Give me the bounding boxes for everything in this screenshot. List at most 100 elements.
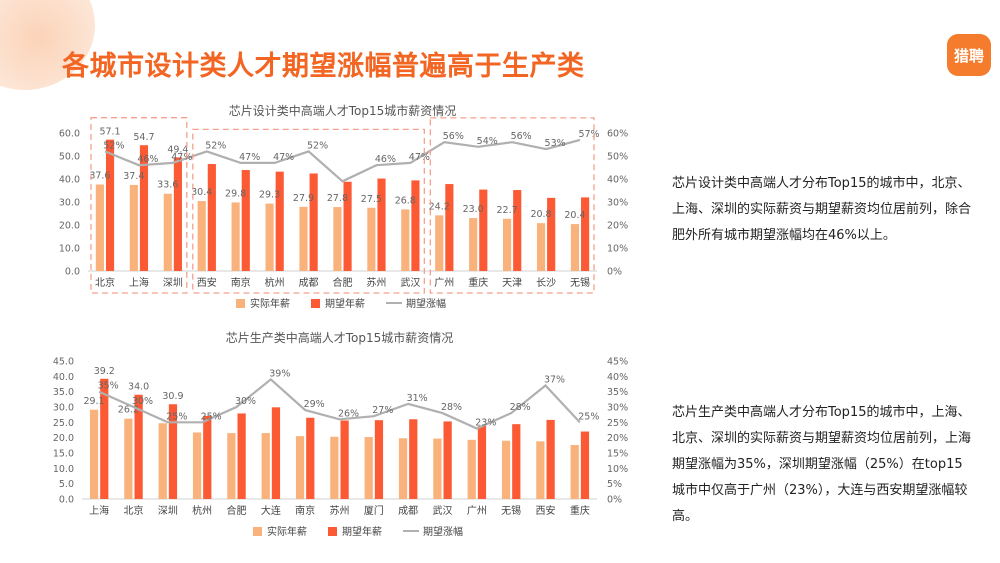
y-left-tick-label: 35.0 <box>53 387 74 398</box>
actual-salary-bar <box>570 224 580 271</box>
y-right-tick-label: 10% <box>607 244 628 255</box>
growth-data-label: 47% <box>273 152 294 163</box>
y-right-tick-label: 30% <box>607 403 628 414</box>
growth-data-label: 31% <box>407 393 428 404</box>
y-right-tick-label: 30% <box>607 198 628 209</box>
actual-salary-bar <box>503 218 512 271</box>
actual-data-label: 27.5 <box>361 194 382 205</box>
y-left-tick-label: 25.0 <box>53 418 74 429</box>
actual-salary-bar <box>197 201 206 271</box>
growth-data-label: 39% <box>269 368 290 379</box>
growth-data-label: 30% <box>132 396 153 407</box>
growth-data-label: 56% <box>511 131 532 142</box>
y-left-tick-label: 40.0 <box>53 372 74 383</box>
expected-salary-bar <box>343 181 352 271</box>
actual-data-label: 29.8 <box>225 188 246 199</box>
expected-salary-bar <box>477 426 487 499</box>
x-tick-label: 南京 <box>231 276 251 289</box>
y-right-tick-label: 10% <box>607 464 628 475</box>
growth-data-label: 35% <box>98 381 119 392</box>
growth-data-label: 37% <box>544 375 565 386</box>
growth-data-label: 26% <box>338 408 359 419</box>
x-tick-label: 无锡 <box>501 504 521 517</box>
y-right-tick-label: 45% <box>607 357 628 368</box>
expected-salary-bar <box>271 407 281 499</box>
expected-salary-bar <box>100 378 109 499</box>
y-left-tick-label: 15.0 <box>53 449 74 460</box>
growth-data-label: 47% <box>409 152 430 163</box>
actual-data-label: 26.2 <box>118 405 139 416</box>
actual-salary-bar <box>158 423 167 499</box>
growth-line <box>104 138 581 183</box>
actual-salary-bar <box>265 203 274 271</box>
y-left-tick-label: 60.0 <box>59 129 80 140</box>
city-group-highlight-box <box>429 117 595 294</box>
actual-data-label: 29.3 <box>259 190 280 201</box>
expected-salary-bar <box>445 184 454 271</box>
x-tick-label: 天津 <box>502 277 522 289</box>
actual-salary-bar <box>367 207 376 271</box>
y-left-tick-label: 40.0 <box>59 175 80 186</box>
legend-label-expected: 期望年薪 <box>342 525 382 538</box>
expected-salary-bar <box>306 417 315 499</box>
x-tick-label: 合肥 <box>333 276 353 289</box>
x-tick-label: 成都 <box>398 505 418 517</box>
growth-data-label: 23% <box>475 417 496 428</box>
expected-data-label: 30.9 <box>162 391 183 402</box>
actual-data-label: 27.8 <box>327 193 348 204</box>
actual-salary-bar <box>192 432 202 499</box>
x-tick-label: 上海 <box>129 276 149 289</box>
actual-salary-bar <box>231 202 240 271</box>
expected-salary-bar <box>547 197 556 271</box>
legend-swatch-actual <box>253 527 262 536</box>
y-left-tick-label: 5.0 <box>59 479 74 490</box>
expected-data-label: 34.0 <box>128 382 149 393</box>
expected-salary-bar <box>411 180 420 271</box>
growth-data-label: 29% <box>304 399 325 410</box>
expected-salary-bar <box>105 139 115 271</box>
actual-salary-bar <box>501 440 511 499</box>
expected-salary-bar <box>374 420 384 499</box>
expected-salary-bar <box>443 421 452 499</box>
actual-salary-bar <box>299 206 308 271</box>
y-right-tick-label: 5% <box>607 479 622 490</box>
city-group-highlight-box <box>192 128 425 294</box>
expected-salary-bar <box>173 157 182 271</box>
x-tick-label: 苏州 <box>366 276 386 289</box>
x-tick-label: 苏州 <box>330 504 350 517</box>
expected-salary-bar <box>340 420 349 499</box>
actual-salary-bar <box>536 441 545 499</box>
x-tick-label: 武汉 <box>433 504 453 517</box>
expected-data-label: 49.4 <box>167 144 188 155</box>
expected-salary-bar <box>168 404 178 499</box>
expected-salary-bar <box>581 197 590 271</box>
y-left-tick-label: 50.0 <box>59 152 80 163</box>
x-tick-label: 成都 <box>299 277 319 289</box>
growth-data-label: 56% <box>443 131 464 142</box>
y-left-tick-label: 45.0 <box>53 357 74 368</box>
x-tick-label: 厦门 <box>364 504 384 517</box>
actual-salary-bar <box>398 438 408 499</box>
actual-salary-bar <box>129 184 138 271</box>
y-right-tick-label: 40% <box>607 372 628 383</box>
x-tick-label: 北京 <box>95 276 115 289</box>
x-tick-label: 杭州 <box>192 504 212 517</box>
growth-data-label: 30% <box>235 396 256 407</box>
growth-line <box>98 377 581 430</box>
actual-salary-bar <box>570 445 579 499</box>
actual-data-label: 29.1 <box>83 396 104 407</box>
expected-data-label: 57.1 <box>99 127 120 138</box>
actual-data-label: 27.9 <box>293 193 314 204</box>
growth-data-label: 25% <box>201 411 222 422</box>
x-tick-label: 深圳 <box>163 277 183 289</box>
growth-data-label: 28% <box>510 402 531 413</box>
brand-logo: 猎聘 <box>947 34 991 76</box>
actual-data-label: 20.4 <box>564 210 585 221</box>
growth-data-label: 46% <box>137 154 158 165</box>
legend-label-actual: 实际年薪 <box>250 297 290 310</box>
growth-data-label: 57% <box>578 129 599 140</box>
expected-salary-bar <box>512 424 521 499</box>
actual-data-label: 20.8 <box>530 209 551 220</box>
actual-data-label: 37.4 <box>123 171 144 182</box>
legend-swatch-actual <box>236 299 245 308</box>
